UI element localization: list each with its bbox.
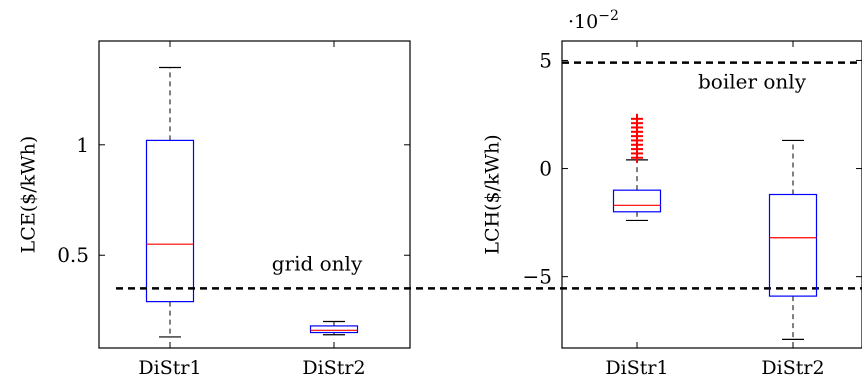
scale-prefix: ·10 — [568, 11, 598, 33]
lch-boxplot-panel: −5 0 5 LCH($/kWh) boiler only DiStr1 DiStr… — [482, 8, 862, 379]
lch-scale-factor: ·10−2 — [568, 8, 619, 33]
y-tick-label: 0.5 — [57, 243, 89, 267]
box-iqr — [145, 139, 195, 303]
y-tick-label: 0 — [539, 157, 552, 181]
lce-y-axis-label: LCE($/kWh) — [18, 136, 40, 254]
lce-plot-frame — [98, 40, 411, 349]
box-iqr — [768, 193, 818, 297]
lce-boxplot-panel: 0.51 LCE($/kWh) grid only DiStr1 DiStr2 — [18, 40, 862, 379]
lce-y-ticks: 0.51 — [57, 41, 410, 348]
box-iqr — [309, 325, 359, 334]
y-tick-label: 1 — [76, 133, 89, 157]
lce-category-label-distr2: DiStr2 — [302, 357, 365, 379]
lce-category-label-distr1: DiStr1 — [138, 357, 201, 379]
lch-boxes — [562, 61, 862, 340]
y-tick-label: 5 — [539, 48, 552, 72]
lch-plot-frame — [561, 40, 862, 349]
lch-y-axis-label: LCH($/kWh) — [482, 134, 504, 254]
lch-category-label-distr1: DiStr1 — [605, 357, 668, 379]
y-tick-label: −5 — [523, 265, 552, 289]
grid-only-annotation: grid only — [272, 251, 363, 275]
boiler-only-annotation: boiler only — [698, 70, 807, 94]
box-iqr — [612, 189, 662, 213]
scale-exponent: −2 — [598, 8, 619, 24]
lce-boxes — [116, 66, 862, 338]
lch-y-ticks: −5 0 5 — [523, 41, 862, 348]
lch-category-label-distr2: DiStr2 — [761, 357, 824, 379]
